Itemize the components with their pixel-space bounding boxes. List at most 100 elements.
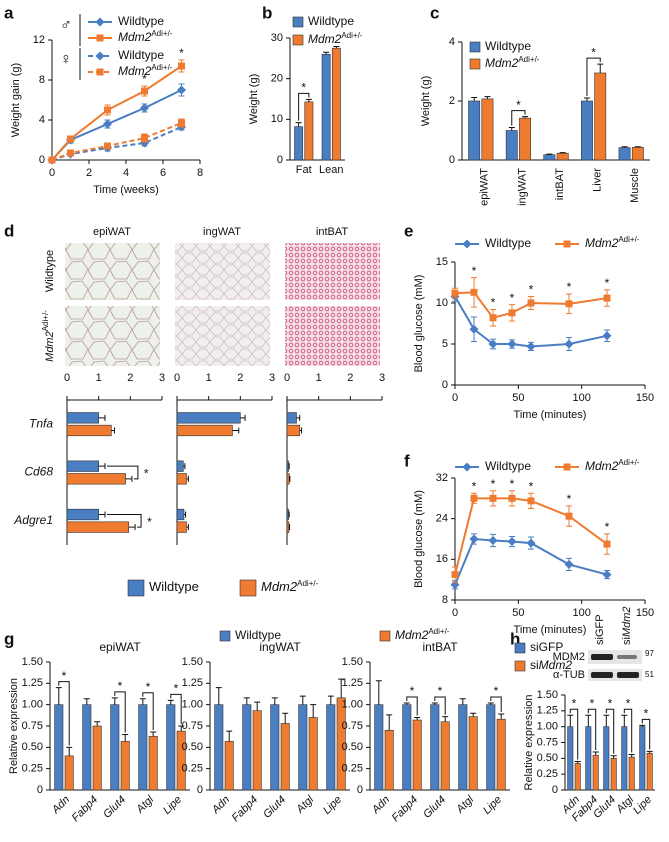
blot-band [617, 655, 637, 659]
x-tick-label: Lean [319, 164, 343, 176]
y-axis-label: Blood glucose (mM) [413, 275, 425, 373]
x-tick-label: 0 [284, 372, 290, 384]
x-tick-label: Atgl [294, 793, 317, 816]
marker [103, 119, 112, 129]
legend-label: siGFP [530, 640, 563, 654]
error-bar [215, 687, 222, 705]
marker [564, 559, 574, 569]
y-axis-label: Weight (g) [248, 74, 260, 125]
name-part: Wildtype [308, 14, 354, 28]
column-label: epiWAT [93, 226, 131, 238]
name-part: Wildtype [235, 628, 281, 642]
error-bar [289, 475, 291, 482]
significance-star: * [179, 46, 184, 60]
significance-star: * [146, 680, 151, 694]
error-bar [559, 152, 566, 154]
x-tick-label: 3 [379, 372, 385, 384]
marker [96, 34, 104, 42]
y-tick-label: 1.50 [22, 656, 43, 668]
error-bar [403, 702, 410, 705]
name-part: Wildtype [118, 48, 164, 62]
error-bar [634, 146, 641, 148]
name-superscript: Adi+/- [341, 31, 362, 40]
significance-bracket [114, 691, 126, 733]
y-tick-label: 0 [552, 784, 558, 796]
marker [462, 462, 472, 472]
significance-bracket [587, 708, 597, 750]
name-part: siGFP [530, 640, 563, 654]
x-tick-label: 150 [636, 392, 654, 404]
bar [286, 521, 290, 533]
chart-title: ingWAT [259, 640, 301, 654]
bar [286, 424, 300, 437]
bar [66, 412, 99, 424]
y-tick-label: 1.25 [22, 677, 43, 689]
significance-star: * [591, 45, 596, 59]
y-tick-label: 0 [442, 379, 448, 391]
bar [440, 721, 450, 791]
error-bar [621, 146, 628, 148]
error-bar [487, 702, 494, 705]
x-tick-label: Atgl [134, 793, 157, 816]
bar [176, 424, 233, 437]
lane-label: siGFP [594, 614, 606, 645]
row-label: Wildtype [44, 250, 56, 292]
marker [602, 570, 612, 580]
error-bar [183, 511, 187, 518]
bar [110, 704, 120, 791]
error-bar [470, 712, 477, 717]
image-mdm2-intbat [285, 306, 380, 366]
x-tick-label: Lipe [631, 794, 654, 817]
image-wt-epiwat [65, 243, 160, 300]
panel-label: a [4, 3, 14, 22]
error-bar [98, 414, 106, 421]
significance-star: * [118, 679, 123, 693]
name-part: Wildtype [149, 579, 199, 594]
error-bar [288, 511, 290, 518]
error-bar [295, 122, 302, 127]
error-bar [646, 750, 653, 754]
x-tick-label: Lipe [321, 794, 344, 817]
name-part: Mdm2 [261, 579, 298, 594]
bar [496, 718, 506, 791]
significance-star: * [510, 291, 515, 305]
y-tick-label: 0.25 [342, 763, 363, 775]
bar [252, 710, 262, 791]
x-tick-label: Fabp4 [230, 794, 261, 825]
x-tick-label: 50 [512, 607, 524, 619]
legend-swatch [127, 579, 145, 597]
blot-membrane [588, 650, 642, 664]
bar [286, 412, 297, 424]
x-tick-label: epiWAT [479, 168, 491, 206]
marker [96, 68, 104, 76]
panel-label: f [404, 451, 410, 470]
significance-bracket [641, 718, 651, 750]
bar [567, 726, 574, 791]
x-tick-label: 0 [452, 607, 458, 619]
y-tick-label: 32 [436, 472, 448, 484]
error-bar [83, 698, 90, 705]
legend-swatch [239, 579, 257, 597]
bar [468, 716, 478, 791]
significance-star: * [472, 264, 477, 278]
y-tick-label: 8 [442, 594, 448, 606]
bar [519, 117, 531, 161]
column-label: intBAT [316, 226, 348, 238]
name-part: Wildtype [485, 459, 531, 473]
legend-swatch [514, 660, 526, 672]
error-bar [178, 725, 185, 732]
error-bar [305, 98, 312, 102]
histology-images [65, 243, 380, 366]
error-bar [459, 698, 466, 705]
significance-star: * [626, 696, 631, 710]
image-mdm2-ingwat [175, 306, 270, 366]
y-tick-label: 10 [271, 113, 283, 125]
marker [526, 341, 536, 351]
significance-star: * [605, 276, 610, 290]
bar [402, 704, 412, 791]
error-bar [628, 754, 635, 758]
bar [138, 704, 148, 791]
bar [628, 756, 635, 791]
y-tick-label: 1.25 [537, 705, 558, 717]
y-axis-label: Relative expression [8, 678, 20, 774]
